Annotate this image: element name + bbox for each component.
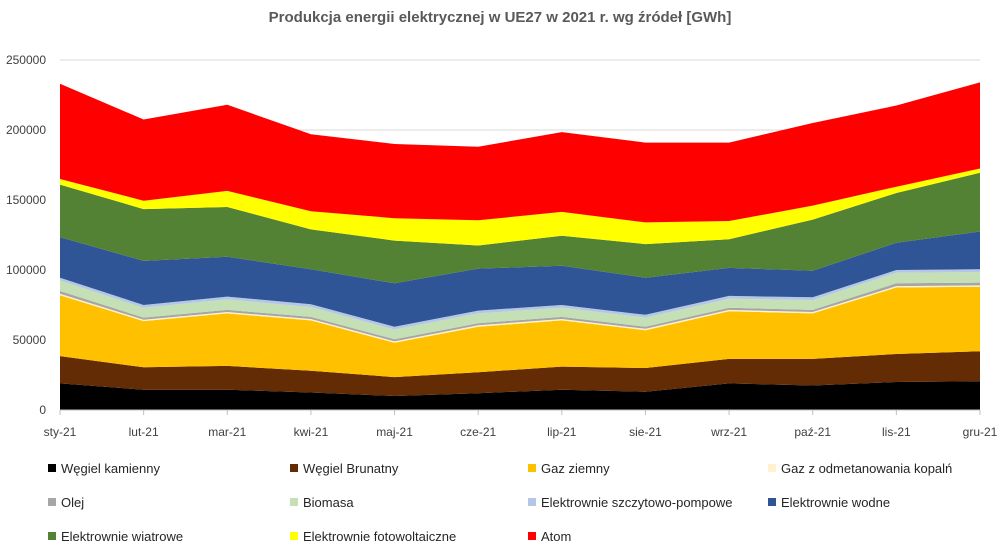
legend-swatch-wegiel-kamienny <box>48 464 56 472</box>
area-series-wegiel-kamienny <box>60 381 980 410</box>
x-tick-label: cze-21 <box>460 425 496 439</box>
legend-swatch-gaz-ziemny <box>528 464 536 472</box>
legend-swatch-atom <box>528 532 536 540</box>
area-series-elektrownie-wodne <box>60 231 980 327</box>
axes: 0 50000 100000 150000 200000 250000 sty-21 lut-… <box>6 53 998 439</box>
legend-swatch-olej <box>48 498 56 506</box>
legend-label-biomasa: Biomasa <box>303 495 354 510</box>
plot-area <box>60 82 980 410</box>
legend-label-wegiel-kamienny: Węgiel kamienny <box>61 461 160 476</box>
x-tick-label: maj-21 <box>376 425 413 439</box>
x-tick-label: sty-21 <box>44 425 77 439</box>
legend: Węgiel kamienny Węgiel Brunatny Gaz ziemny… <box>48 461 952 544</box>
area-series-olej <box>60 282 980 342</box>
x-tick-label: mar-21 <box>208 425 246 439</box>
y-tick-label: 200000 <box>6 123 46 137</box>
legend-swatch-wegiel-brunatny <box>290 464 298 472</box>
area-series-elektrownie-wiatrowe <box>60 172 980 284</box>
area-series-atom <box>60 82 980 223</box>
legend-swatch-elektrownie-szczytowo-pompowe <box>528 498 536 506</box>
area-series-gaz-ziemny <box>60 286 980 378</box>
y-tick-label: 50000 <box>13 333 47 347</box>
x-tick-label: gru-21 <box>963 425 998 439</box>
y-tick-label: 250000 <box>6 53 46 67</box>
y-tick-label: 150000 <box>6 193 46 207</box>
legend-label-elektrownie-fotowoltaiczne: Elektrownie fotowoltaiczne <box>303 529 456 544</box>
area-series-gaz-z-odmetanowania-kopaln <box>60 285 980 343</box>
legend-swatch-elektrownie-wiatrowe <box>48 532 56 540</box>
y-tick-label: 100000 <box>6 263 46 277</box>
legend-swatch-biomasa <box>290 498 298 506</box>
x-tick-label: lut-21 <box>129 425 159 439</box>
legend-swatch-elektrownie-wodne <box>768 498 776 506</box>
y-tick-label: 0 <box>39 403 46 417</box>
legend-label-gaz-ziemny: Gaz ziemny <box>541 461 610 476</box>
legend-label-elektrownie-szczytowo-pompowe: Elektrownie szczytowo-pompowe <box>541 495 732 510</box>
x-tick-label: paź-21 <box>794 425 831 439</box>
area-series-wegiel-brunatny <box>60 351 980 396</box>
legend-label-elektrownie-wodne: Elektrownie wodne <box>781 495 890 510</box>
area-series-elektrownie-szczytowo-pompowe <box>60 269 980 330</box>
x-tick-label: sie-21 <box>629 425 662 439</box>
legend-swatch-elektrownie-fotowoltaiczne <box>290 532 298 540</box>
legend-label-elektrownie-wiatrowe: Elektrownie wiatrowe <box>61 529 183 544</box>
chart-title: Produkcja energii elektrycznej w UE27 w … <box>269 9 732 26</box>
legend-label-gaz-z-odmetanowania-kopaln: Gaz z odmetanowania kopalń <box>781 461 952 476</box>
x-tick-label: lis-21 <box>882 425 911 439</box>
legend-label-olej: Olej <box>61 495 84 510</box>
x-tick-label: kwi-21 <box>294 425 329 439</box>
legend-swatch-gaz-z-odmetanowania-kopaln <box>768 464 776 472</box>
legend-label-wegiel-brunatny: Węgiel Brunatny <box>303 461 399 476</box>
area-series-biomasa <box>60 272 980 340</box>
x-tick-label: lip-21 <box>547 425 577 439</box>
x-tick-label: wrz-21 <box>710 425 747 439</box>
legend-label-atom: Atom <box>541 529 571 544</box>
area-series-elektrownie-fotowoltaiczne <box>60 168 980 246</box>
